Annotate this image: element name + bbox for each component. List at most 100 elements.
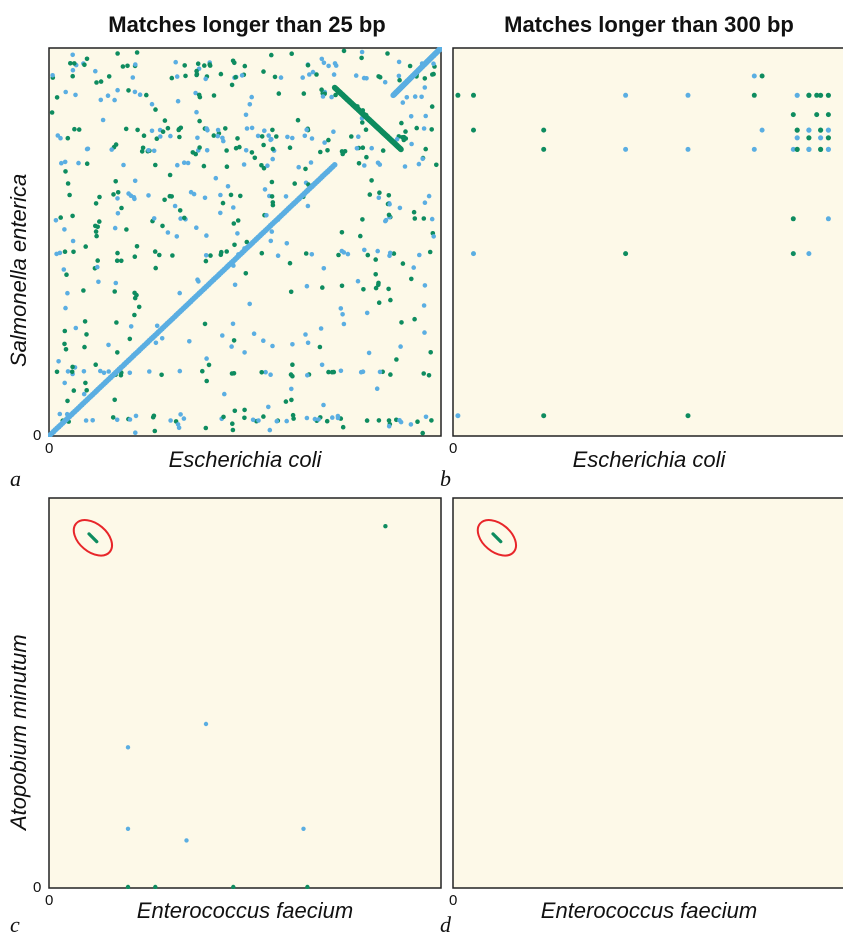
match-point [62,159,68,165]
match-point [233,145,239,151]
match-point [115,51,120,56]
match-point [296,164,301,170]
match-point [204,356,209,361]
y-tick-zero-c: 0 [33,879,42,896]
match-point [399,320,404,325]
match-point [290,135,295,141]
match-point [329,369,335,375]
match-point [128,193,134,198]
match-point [304,127,310,132]
match-point [154,136,160,141]
match-point [276,91,282,96]
match-point [331,162,338,168]
match-point [319,56,325,62]
match-point [115,350,120,355]
match-point [399,120,404,126]
match-point [115,211,121,216]
match-point [177,290,182,296]
match-point [376,300,382,305]
match-point [818,92,824,98]
match-point [59,160,64,166]
match-point [152,428,158,434]
match-point [322,140,327,145]
match-point [62,328,68,334]
match-point [207,62,212,67]
match-point [295,117,301,123]
match-point [50,73,55,78]
match-point [121,162,126,168]
match-point [623,92,629,98]
match-point [373,272,379,277]
match-point [360,217,365,222]
match-point [111,192,116,197]
match-point [176,126,182,132]
match-point [178,412,183,417]
match-point [336,252,341,258]
match-point [825,146,831,152]
plot-marks [476,519,518,557]
match-point [290,412,296,418]
match-point [194,72,199,78]
match-point [125,745,131,750]
match-point [98,368,103,374]
match-point [455,92,461,98]
highlight-ellipse [476,519,518,557]
match-point [136,304,142,310]
x-tick-zero-c: 0 [45,892,54,909]
match-point [168,133,173,139]
x-axis-label-a: Escherichia coli [168,447,322,472]
match-point [375,248,381,254]
match-point [170,253,175,258]
match-point [84,56,90,62]
match-point [154,323,160,329]
match-point [112,225,118,231]
match-point [305,884,310,889]
plot-marks [455,73,831,419]
match-point [220,200,226,206]
match-point [134,50,140,55]
match-point [183,73,188,79]
match-point [394,357,399,362]
match-point [685,413,691,419]
match-point [790,216,796,222]
match-point [76,160,81,166]
match-point [82,62,87,68]
match-point [266,133,271,138]
match-point [751,73,757,79]
match-point [124,227,129,232]
match-point [247,102,253,107]
match-point [400,100,406,105]
match-point [152,249,158,254]
match-point [243,271,249,276]
match-point [95,224,100,230]
match-point [195,61,201,66]
match-point [382,79,388,85]
match-point [196,92,202,98]
match-point [54,251,59,257]
match-point [304,283,310,289]
match-point [215,127,221,133]
match-point [261,69,266,74]
match-point [120,64,126,69]
match-point [165,125,171,131]
match-point [288,372,294,377]
match-point [125,884,131,889]
title-panel-a: Matches longer than 25 bp [108,12,386,37]
match-point [169,194,174,199]
match-point [203,76,208,82]
match-point [376,195,382,200]
match-point [289,386,294,392]
match-point [113,280,119,286]
match-point [751,146,757,152]
match-point [398,344,403,349]
match-point [252,155,258,161]
match-point [194,68,199,74]
match-point [244,239,250,245]
match-point [191,191,197,197]
match-point [250,417,256,423]
match-point [623,146,629,152]
match-point [825,92,831,98]
match-point [414,125,420,131]
match-point [417,252,422,258]
match-point [394,136,400,142]
